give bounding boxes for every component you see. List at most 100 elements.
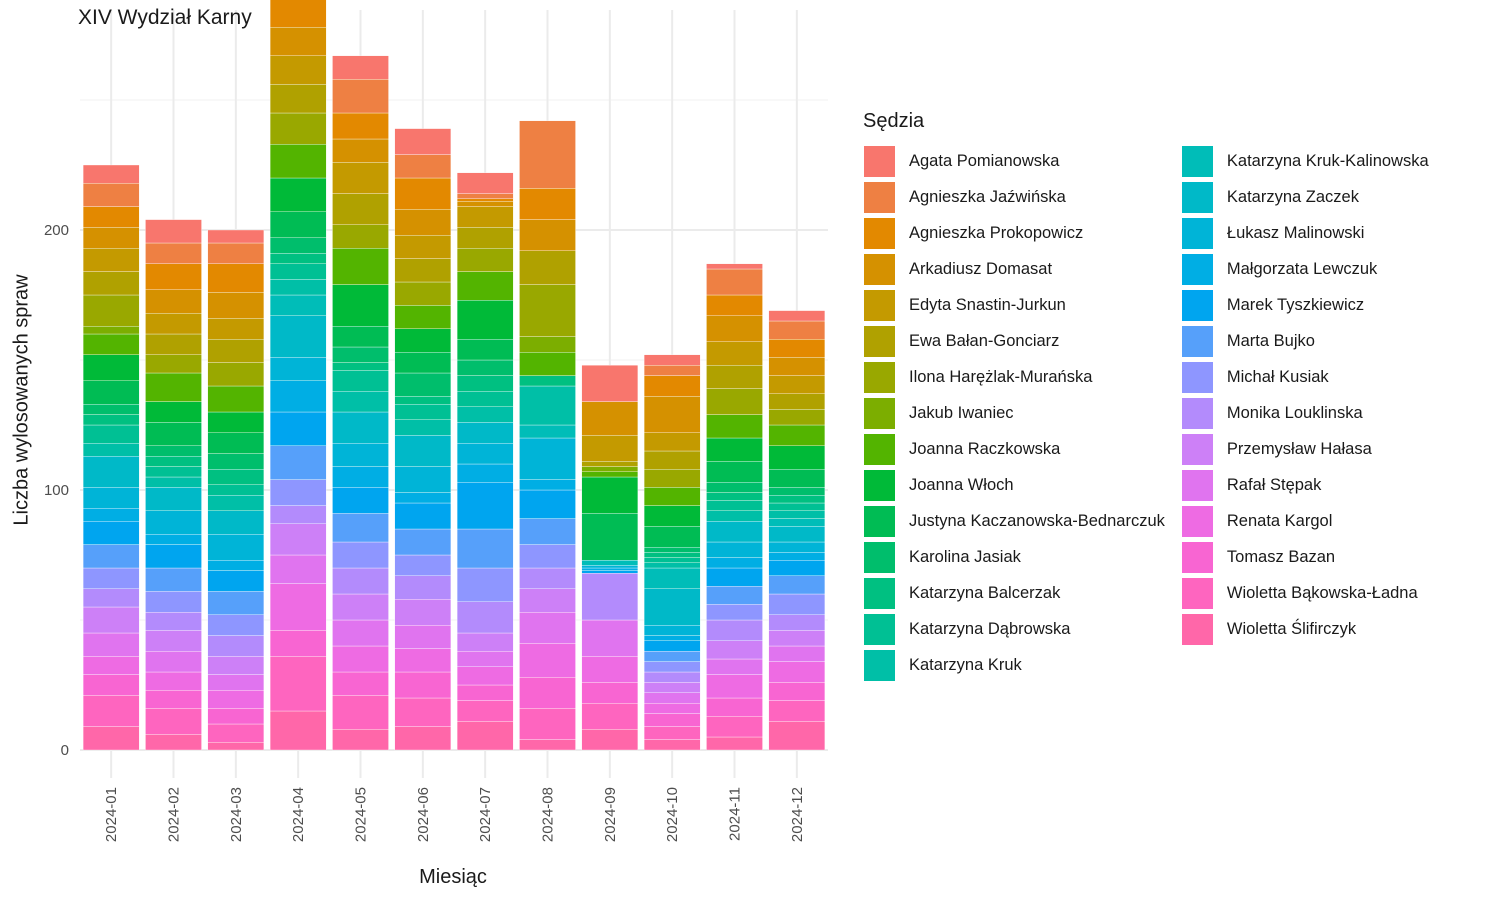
bar-segment (456, 684, 514, 701)
bar-segment (332, 487, 389, 514)
legend-label: Joanna Raczkowska (909, 439, 1061, 458)
legend-key (863, 576, 896, 610)
legend-item: Monika Louklinska (1180, 395, 1429, 431)
bar-segment (145, 544, 202, 569)
bar-segment (82, 674, 140, 696)
bar-segment (768, 469, 826, 488)
bar-segment (207, 723, 265, 743)
bar-segment (207, 484, 265, 496)
bar-segment (643, 651, 701, 662)
bar-segment (332, 326, 389, 348)
bar-segment (643, 354, 701, 366)
bar-segment (207, 560, 265, 571)
bar-segment (207, 362, 265, 387)
bar-segment (706, 263, 763, 270)
bar-segment (207, 591, 265, 615)
bar-segment (394, 648, 452, 673)
bar-segment (581, 619, 639, 657)
x-tick-label: 2024-05 (353, 787, 370, 842)
bar-segment (332, 619, 389, 647)
bar-segment (332, 79, 389, 114)
bar-segment (706, 341, 763, 366)
bar-segment (145, 651, 202, 673)
bar-segment (456, 422, 514, 444)
bar-segment (706, 586, 763, 605)
bar-segment (768, 645, 826, 662)
bar-segment (456, 206, 514, 228)
bar-segment (519, 518, 576, 545)
bar-segment (82, 333, 140, 355)
bar-segment (456, 359, 514, 376)
bar-segment (269, 237, 327, 254)
bar-segment (394, 697, 452, 727)
legend-key (1180, 540, 1214, 574)
bar-segment (456, 271, 514, 301)
bar-segment (643, 505, 701, 527)
bar-segment (207, 469, 265, 485)
y-tick-label: 0 (61, 742, 69, 759)
legend-item: Przemysław Hałasa (1180, 431, 1429, 467)
legend-key (863, 432, 896, 466)
bar-segment (581, 573, 639, 621)
bar-segment (456, 463, 514, 483)
legend-label: Karolina Jasiak (909, 547, 1021, 566)
bar-segment (332, 567, 389, 595)
bar-segment (82, 183, 140, 207)
bar-segment (394, 554, 452, 576)
bar-segment (581, 476, 639, 514)
bar-segment (82, 567, 140, 589)
legend-key (863, 648, 896, 682)
legend-item: Wioletta Ślifirczyk (1180, 611, 1429, 647)
bar-segment (643, 469, 701, 488)
bar-segment (643, 562, 701, 569)
legend-key (1180, 144, 1214, 178)
bar-segment (643, 661, 701, 673)
bar-segment (643, 526, 701, 548)
bar-segment (706, 640, 763, 660)
legend-label: Marek Tyszkiewicz (1226, 295, 1365, 314)
bar-segment (581, 656, 639, 683)
legend-label: Arkadiusz Domasat (909, 259, 1053, 278)
legend-item: Justyna Kaczanowska-Bednarczuk (863, 503, 1165, 539)
legend-item: Agata Pomianowska (863, 143, 1165, 179)
bar-segment (706, 541, 763, 558)
bar-segment (145, 630, 202, 652)
bar-segment (768, 502, 826, 511)
bar-segment (706, 716, 763, 738)
bar-segment (706, 521, 763, 543)
bar-segment (768, 575, 826, 595)
bar-segment (581, 401, 639, 436)
bar-segment (394, 671, 452, 699)
bar-segment (269, 656, 327, 712)
bar-segment (706, 658, 763, 675)
legend-item: Rafał Stępak (1180, 467, 1429, 503)
bar-segment (332, 370, 389, 392)
legend-label: Joanna Włoch (909, 475, 1014, 494)
legend-columns: Agata Pomianowska Agnieszka Jaźwińska Agni… (863, 143, 1429, 683)
legend: Sędzia Agata Pomianowska Agnieszka Jaźwiń… (863, 110, 1429, 683)
bar-segment (332, 513, 389, 543)
legend-title: Sędzia (863, 110, 925, 132)
bar-segment (643, 588, 701, 626)
legend-label: Rafał Stępak (1226, 475, 1322, 494)
bar-segment (145, 734, 202, 751)
bar-segment (456, 651, 514, 667)
legend-key (1180, 432, 1214, 466)
bar-segment (207, 411, 265, 433)
bar-segment (643, 432, 701, 452)
bar-segment (332, 284, 389, 327)
bar-segment (394, 419, 452, 436)
bar-segment (82, 227, 140, 249)
bar-segment (519, 188, 576, 220)
bar-segment (145, 671, 202, 691)
bar-segment (519, 250, 576, 285)
bar-segment (394, 466, 452, 493)
bar-segment (706, 567, 763, 587)
legend-key (1180, 324, 1214, 358)
bar-segment (706, 604, 763, 621)
bar-segment (269, 583, 327, 631)
bar-segment (207, 708, 265, 725)
bar-segment (643, 450, 701, 470)
bar-segment (82, 544, 140, 569)
